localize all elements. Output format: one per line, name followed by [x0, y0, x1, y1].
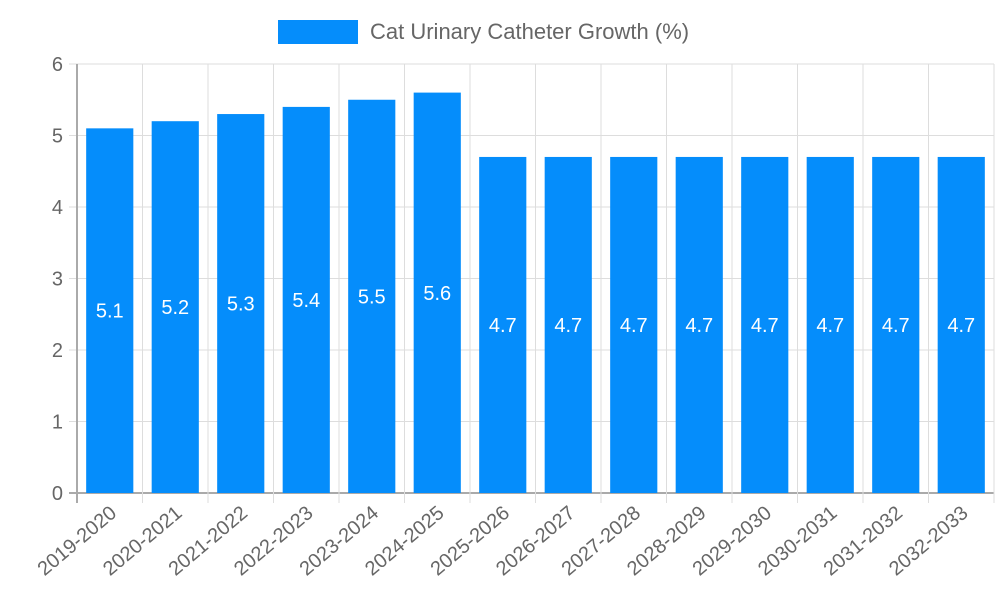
y-axis: 0 1 2 3 4 5 6: [52, 54, 63, 505]
y-tick-label: 4: [52, 197, 63, 219]
x-axis: 2019-20202020-20212021-20222022-20232023…: [34, 502, 973, 580]
legend-label: Cat Urinary Catheter Growth (%): [370, 19, 689, 44]
bar[interactable]: [610, 156, 658, 493]
bar[interactable]: [86, 128, 134, 493]
bar[interactable]: [806, 156, 854, 493]
bar-value-label: 4.7: [816, 315, 844, 337]
y-tick-label: 2: [52, 340, 63, 362]
bar[interactable]: [479, 156, 527, 493]
gridlines: [69, 63, 995, 503]
bar[interactable]: [413, 92, 461, 493]
y-tick-label: 1: [52, 412, 63, 434]
bar-value-label: 4.7: [685, 315, 713, 337]
bar-value-label: 5.5: [358, 286, 386, 308]
bar[interactable]: [544, 156, 592, 493]
bar-value-label: 5.3: [227, 294, 255, 316]
bar[interactable]: [937, 156, 985, 493]
bar[interactable]: [151, 121, 199, 493]
legend-swatch: [278, 20, 358, 44]
bar-value-label: 5.4: [292, 290, 320, 312]
y-tick-label: 6: [52, 54, 63, 76]
bar[interactable]: [348, 99, 396, 493]
bar[interactable]: [675, 156, 723, 493]
bar-value-label: 4.7: [554, 315, 582, 337]
y-tick-label: 5: [52, 126, 63, 148]
y-tick-label: 3: [52, 269, 63, 291]
bar-value-label: 5.2: [161, 297, 189, 319]
bar[interactable]: [872, 156, 920, 493]
bar-value-label: 4.7: [489, 315, 517, 337]
bar-value-label: 4.7: [620, 315, 648, 337]
bar-value-label: 4.7: [751, 315, 779, 337]
bar-value-label: 4.7: [947, 315, 975, 337]
bar[interactable]: [217, 114, 265, 494]
bar[interactable]: [741, 156, 789, 493]
bar[interactable]: [282, 106, 330, 494]
y-tick-label: 0: [52, 483, 63, 505]
bar-value-label: 5.1: [96, 301, 124, 323]
bar-value-label: 5.6: [423, 283, 451, 305]
bars: 5.1 5.2 5.3 5.4 5.5 5.6 4.7 4.7 4.7 4.7 4.7 4.7 4.7 4…: [86, 92, 985, 494]
legend[interactable]: Cat Urinary Catheter Growth (%): [278, 19, 689, 44]
bar-value-label: 4.7: [882, 315, 910, 337]
